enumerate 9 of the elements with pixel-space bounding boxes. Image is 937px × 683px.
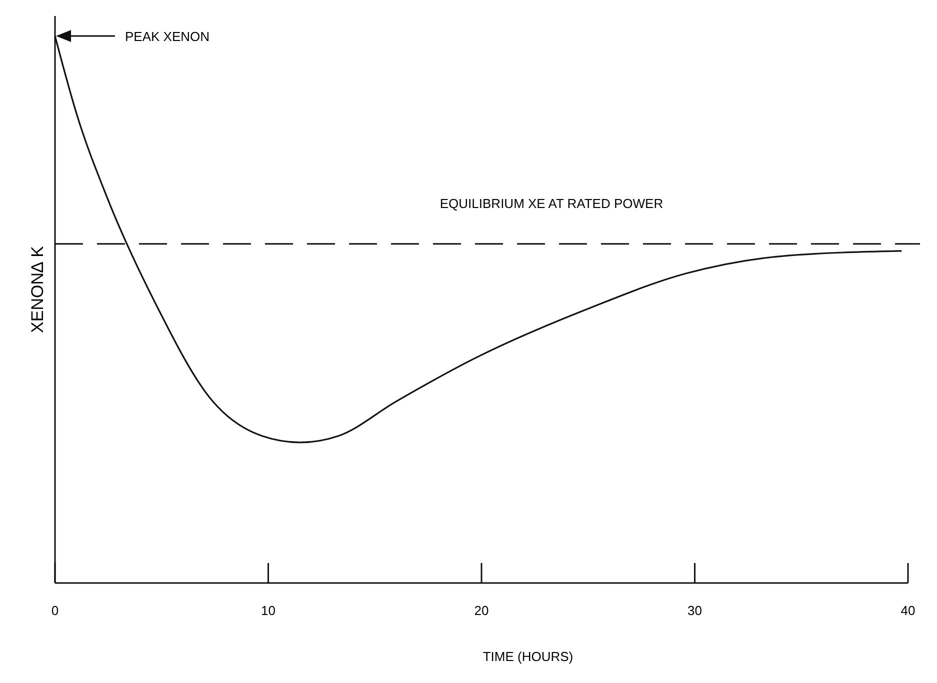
x-axis-title: TIME (HOURS) [482,649,574,664]
y-axis-title: XENON∆ K [28,245,47,333]
x-tick-label: 0 [51,603,59,618]
ref-line-label: EQUILIBRIUM XE AT RATED POWER [440,196,664,211]
x-tick-label: 10 [261,603,276,618]
x-tick-label: 40 [900,603,916,618]
x-tick-label: 30 [688,603,702,618]
annotation: PEAK XENON [125,29,210,44]
x-tick-label: 20 [474,603,489,618]
